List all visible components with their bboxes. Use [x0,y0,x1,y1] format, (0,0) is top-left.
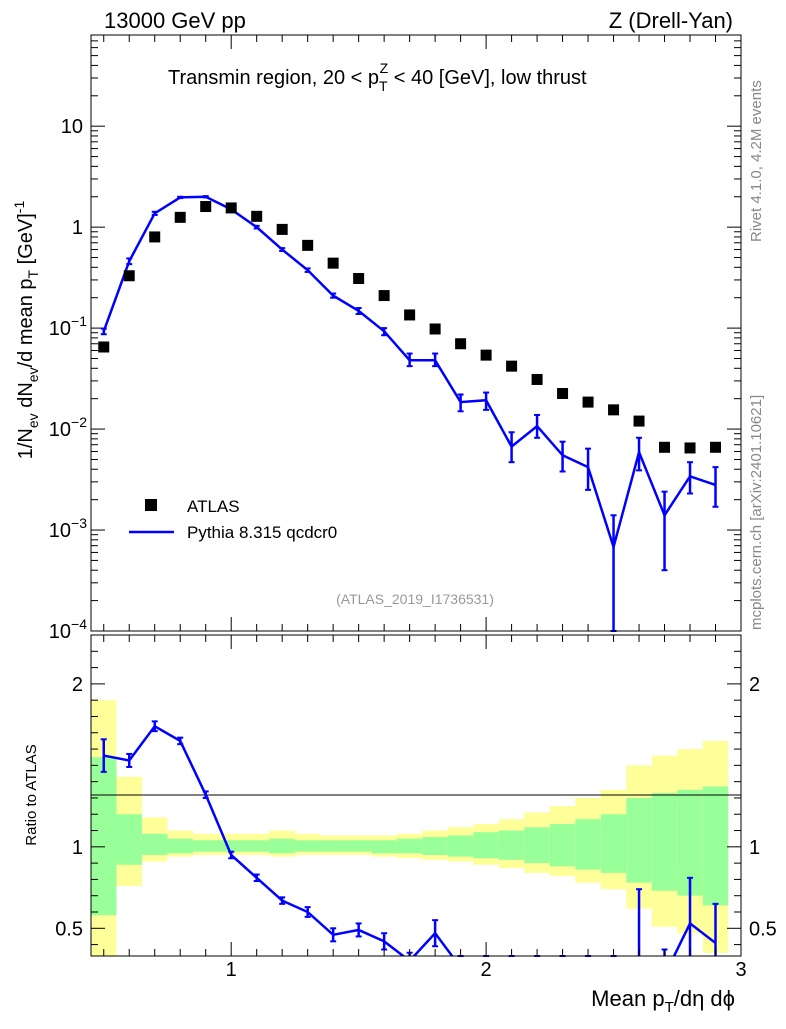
analysis-label: (ATLAS_2019_I1736531) [336,591,494,607]
ratio-ytick-label-left: 0.5 [55,918,83,940]
ratio-band-green [575,819,601,870]
ratio-ytick-label-right: 0.5 [749,918,777,940]
ratio-xtick-label: 3 [735,959,746,981]
ratio-band-green [422,837,448,855]
ratio-ylabel: Ratio to ATLAS [23,744,40,845]
atlas-point [353,272,365,284]
atlas-point [276,223,288,235]
atlas-point [506,360,518,372]
main-panel: 10−4 10−3 10−2 10−1 1 10 Transmin region, 20 … [11,34,742,643]
ratio-ytick-label-left: 1 [72,837,83,859]
ratio-band-green [141,833,168,855]
header-right: Z (Drell-Yan) [609,8,733,33]
atlas-point [480,349,492,361]
atlas-point [710,441,722,453]
ratio-xtick-label: 1 [226,959,237,981]
atlas-point [404,309,416,321]
ratio-band-green [269,838,295,854]
atlas-point [429,323,441,335]
ratio-line [103,724,717,956]
ratio-band-green [626,797,652,883]
ratio-band-green [447,835,474,857]
ratio-band-green [396,838,423,854]
ratio-band-green [345,840,372,852]
atlas-point [123,270,135,282]
ratio-band-green [91,757,117,916]
legend-atlas-label: ATLAS [187,497,240,516]
ratio-frame [90,634,742,957]
ratio-band-green [371,840,397,854]
atlas-point [659,441,671,453]
atlas-point [302,239,314,251]
legend: ATLAS Pythia 8.315 qcdcr0 [129,497,337,542]
atlas-point [98,341,110,353]
atlas-point [557,388,569,400]
ratio-band-green [218,840,244,852]
legend-atlas-marker [145,499,157,511]
rivet-label: Rivet 4.1.0, 4.2M events [748,80,765,242]
legend-pythia-label: Pythia 8.315 qcdcr0 [187,523,337,542]
atlas-point [174,211,186,223]
atlas-point [582,396,594,408]
main-axis-ticks: 10−4 10−3 10−2 10−1 1 10 [49,34,742,643]
ratio-ytick-label-right: 1 [749,837,760,859]
main-ylabel: 1/Nev dNev/d mean pT [GeV]-1 [11,201,41,460]
ratio-axis-ticks: 0.5 0.5 1 1 2 2 1 2 3 [55,635,777,981]
ratio-ytick-label-left: 2 [72,674,83,696]
mcplots-label: mcplots.cern.ch [arXiv:2401.10621] [748,395,765,630]
ratio-band-green [116,814,142,865]
ratio-band-green [651,793,678,891]
ratio-band-green [192,840,219,852]
atlas-point [251,210,263,222]
main-ytick-label: 10−4 [49,616,87,643]
atlas-point [327,257,339,269]
atlas-point [633,415,645,427]
main-ytick-label: 10−2 [49,414,87,441]
atlas-point [455,338,467,350]
ratio-band-green [549,824,576,867]
main-ytick-label: 10−3 [49,515,87,542]
ratio-xlabel: Mean pT/dη dϕ [591,986,735,1016]
atlas-point [608,404,620,416]
ratio-ytick-label-right: 2 [749,674,760,696]
main-frame [90,34,742,632]
main-ytick-label: 10 [61,116,83,138]
ratio-band-green [524,827,550,864]
main-ytick-label: 10−1 [49,313,87,340]
main-title: Transmin region, 20 < pTZ < 40 [GeV], lo… [168,60,587,94]
ratio-xtick-label: 2 [481,959,492,981]
main-ytick-label: 1 [72,217,83,239]
pythia-line [102,195,716,552]
header-left: 13000 GeV pp [104,8,246,33]
ratio-band-green [320,840,346,852]
atlas-point [531,373,543,385]
atlas-point [149,231,161,243]
ratio-band-green [243,840,270,852]
main-plot-area [98,195,722,632]
ratio-band-green [498,830,525,860]
ratio-band-green [600,814,627,873]
atlas-point [225,202,237,214]
atlas-point [200,201,212,213]
ratio-panel: 0.5 0.5 1 1 2 2 1 2 3 Ratio to ATLAS Mean pT/dη … [23,634,777,1016]
ratio-bands [91,700,729,956]
ratio-band-green [473,832,499,859]
atlas-point [684,442,696,454]
atlas-point [378,290,390,302]
ratio-band-green [702,786,729,906]
ratio-band-green [167,838,193,854]
ratio-band-green [294,840,321,852]
